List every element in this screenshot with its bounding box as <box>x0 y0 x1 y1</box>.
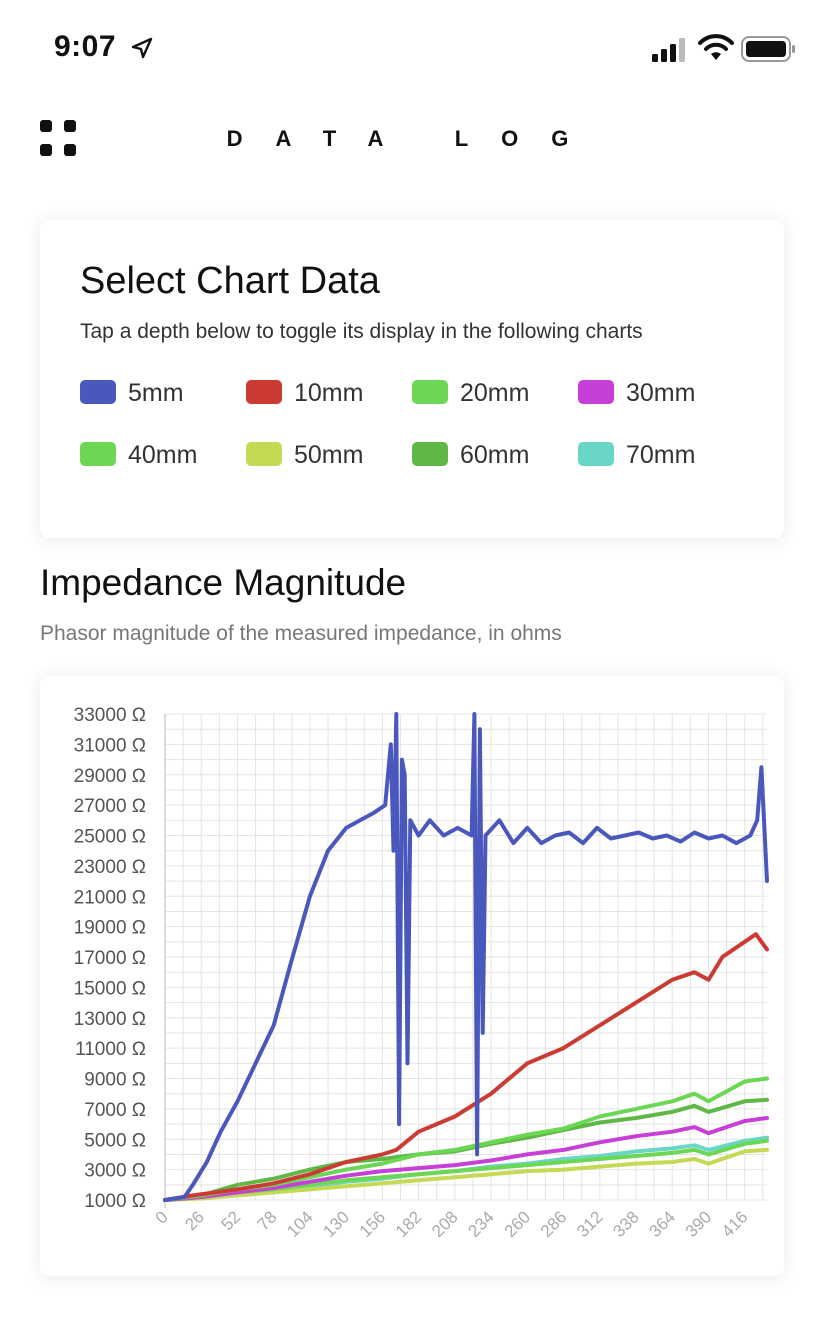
x-tick-label: 364 <box>646 1207 679 1240</box>
x-tick-label: 234 <box>464 1207 497 1240</box>
select-card-subtitle: Tap a depth below to toggle its display … <box>80 320 643 343</box>
impedance-title: Impedance Magnitude <box>40 562 407 603</box>
grid-menu-icon[interactable] <box>40 120 76 156</box>
series-line-30mm <box>163 1116 769 1202</box>
x-tick-label: 26 <box>181 1207 208 1234</box>
x-tick-label: 104 <box>283 1207 316 1240</box>
x-tick-label: 182 <box>392 1207 425 1240</box>
app-header: DATA LOG <box>0 100 828 180</box>
select-card-title: Select Chart Data <box>80 260 380 302</box>
x-tick-label: 208 <box>428 1207 461 1240</box>
x-tick-label: 338 <box>609 1207 642 1240</box>
y-tick-label: 17000 Ω <box>74 948 146 969</box>
y-tick-label: 23000 Ω <box>74 857 146 878</box>
wifi-icon <box>698 34 734 60</box>
status-bar: 9:07 <box>0 0 828 100</box>
impedance-chart-card: 33000 Ω 31000 Ω 29000 Ω 27000 Ω 25000 Ω 23000… <box>40 676 784 1276</box>
battery-icon <box>741 36 795 62</box>
series-line-5mm <box>163 712 769 1202</box>
y-tick-label: 27000 Ω <box>74 796 146 817</box>
x-tick-label: 260 <box>501 1207 534 1240</box>
depth-label: 10mm <box>294 379 364 407</box>
depth-color-swatch <box>578 380 614 404</box>
depth-color-swatch <box>246 442 282 466</box>
x-tick-label: 130 <box>319 1207 352 1240</box>
x-tick-label: 312 <box>573 1207 606 1240</box>
location-arrow-icon <box>131 37 153 59</box>
x-tick-label: 156 <box>356 1207 389 1240</box>
y-tick-label: 1000 Ω <box>84 1191 146 1212</box>
y-tick-label: 33000 Ω <box>74 705 146 726</box>
series-line-10mm <box>163 932 769 1202</box>
x-tick-label: 52 <box>217 1207 244 1234</box>
depth-label: 70mm <box>626 441 696 469</box>
depth-label: 20mm <box>460 379 530 407</box>
depth-color-swatch <box>80 442 116 466</box>
x-tick-label: 0 <box>152 1207 172 1227</box>
depth-label: 60mm <box>460 441 530 469</box>
series-line-50mm <box>163 1147 769 1202</box>
y-tick-label: 29000 Ω <box>74 766 146 787</box>
y-tick-label: 25000 Ω <box>74 827 146 848</box>
depth-toggle-grid: 5mm 10mm 20mm 30mm 40mm 50mm 60mm 70mm <box>80 379 760 510</box>
y-tick-label: 15000 Ω <box>74 978 146 999</box>
impedance-subtitle: Phasor magnitude of the measured impedan… <box>40 622 562 645</box>
depth-color-swatch <box>80 380 116 404</box>
depth-label: 50mm <box>294 441 364 469</box>
y-tick-label: 5000 Ω <box>84 1130 146 1151</box>
x-tick-label: 416 <box>718 1207 751 1240</box>
y-tick-label: 11000 Ω <box>75 1039 146 1060</box>
y-tick-label: 3000 Ω <box>84 1161 146 1182</box>
select-chart-data-card: Select Chart Data Tap a depth below to t… <box>40 220 784 538</box>
y-tick-label: 7000 Ω <box>84 1100 146 1121</box>
depth-color-swatch <box>412 380 448 404</box>
y-tick-label: 19000 Ω <box>74 918 146 939</box>
x-tick-label: 78 <box>254 1207 281 1234</box>
x-tick-label: 390 <box>682 1207 715 1240</box>
depth-label: 5mm <box>128 379 184 407</box>
depth-color-swatch <box>578 442 614 466</box>
impedance-chart: 33000 Ω 31000 Ω 29000 Ω 27000 Ω 25000 Ω 23000… <box>74 705 769 1241</box>
cellular-signal-icon <box>652 38 685 62</box>
y-tick-label: 9000 Ω <box>84 1070 146 1091</box>
depth-label: 30mm <box>626 379 696 407</box>
status-time: 9:07 <box>54 30 117 63</box>
y-tick-label: 31000 Ω <box>74 735 146 756</box>
x-tick-label: 286 <box>537 1207 570 1240</box>
y-tick-label: 21000 Ω <box>74 887 146 908</box>
depth-color-swatch <box>412 442 448 466</box>
depth-color-swatch <box>246 380 282 404</box>
y-tick-label: 13000 Ω <box>74 1009 146 1030</box>
depth-label: 40mm <box>128 441 198 469</box>
page-title: DATA LOG <box>226 126 602 151</box>
